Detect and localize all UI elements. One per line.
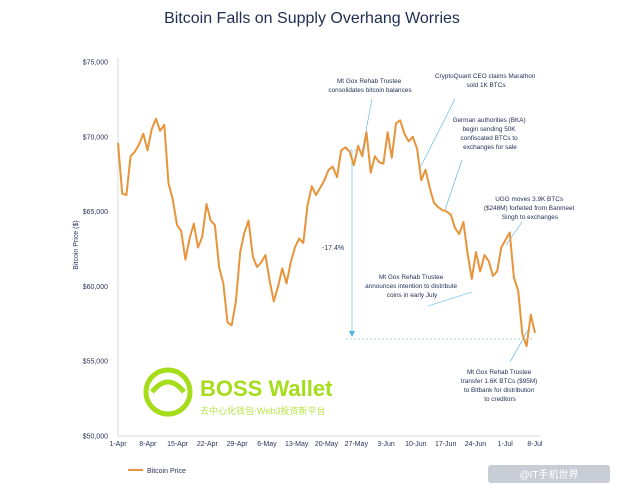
x-tick-labels: 1-Apr 8-Apr 15-Apr 22-Apr 29-Apr 6-May 13-May 2… bbox=[109, 441, 543, 448]
x-tick-label: 29-Apr bbox=[227, 441, 249, 448]
annotation-line: announces intention to distribute bbox=[365, 283, 457, 290]
annotation-line: transfer 1.6K BTCs ($95M) bbox=[461, 378, 537, 385]
annotation-line: ($248M) forfeited from Banmeet bbox=[484, 205, 575, 212]
x-tick-label: 15-Apr bbox=[167, 441, 189, 448]
x-tick-label: 1-Jul bbox=[498, 441, 514, 448]
annotations: Mt Gox Rehab Trustee consolidates bitcoi… bbox=[322, 73, 576, 403]
corner-badge-bg bbox=[488, 465, 610, 483]
y-tick-label: $55,000 bbox=[83, 359, 108, 366]
annotation-line: German authorities (BKA) bbox=[453, 117, 526, 124]
x-tick-label: 22-Apr bbox=[197, 441, 219, 448]
annotation-leader-3 bbox=[444, 159, 463, 211]
annotation-line: UGG moves 3.9K BTCs bbox=[495, 196, 563, 203]
y-tick-label: $65,000 bbox=[83, 209, 108, 216]
corner-mark-text: @IT手机世界 bbox=[519, 468, 578, 481]
annotation-german-bka: German authorities (BKA) begin sending 5… bbox=[453, 117, 528, 151]
bitcoin-price-line bbox=[117, 117, 536, 348]
annotation-mtgox-transfer: Mt Gox Rehab Trustee transfer 1.6K BTCs … bbox=[461, 369, 539, 403]
chart-title: Bitcoin Falls on Supply Overhang Worries bbox=[164, 10, 460, 27]
x-tick-label: 10-Jun bbox=[405, 441, 427, 448]
x-tick-label: 8-Jul bbox=[527, 441, 543, 448]
y-tick-label: $60,000 bbox=[83, 284, 108, 291]
annotation-line: begin sending 50K bbox=[463, 126, 517, 133]
x-tick-label: 13-May bbox=[285, 441, 309, 448]
annotation-leader-2 bbox=[419, 98, 456, 169]
annotation-line: confiscated BTCs to bbox=[461, 135, 519, 142]
legend-label: Bitcoin Price bbox=[147, 468, 186, 475]
annotation-line: Mt Gox Rehab Trustee bbox=[379, 274, 444, 281]
x-tick-label: 24-Jun bbox=[465, 441, 487, 448]
x-tick-label: 17-Jun bbox=[435, 441, 457, 448]
annotation-line: Mt Gox Rehab Trustee bbox=[337, 78, 402, 85]
y-tick-label: $75,000 bbox=[83, 60, 108, 67]
x-tick-label: 27-May bbox=[345, 441, 369, 448]
x-tick-label: 1-Apr bbox=[109, 441, 127, 448]
legend: Bitcoin Price bbox=[128, 468, 186, 475]
y-tick-labels: $75,000 $70,000 $65,000 $60,000 $55,000 $50,0… bbox=[83, 60, 108, 441]
annotation-line: coins in early July bbox=[387, 292, 438, 299]
annotation-line: Mt Gox Rehab Trustee bbox=[467, 369, 532, 376]
annotation-mtgox-announce: Mt Gox Rehab Trustee announces intention… bbox=[365, 274, 459, 299]
x-tick-label: 20-May bbox=[315, 441, 339, 448]
y-axis-label: Bitcoin Price ($) bbox=[73, 220, 80, 269]
drop-arrow-head bbox=[349, 331, 355, 337]
annotation-leader-4 bbox=[505, 221, 523, 246]
boss-wallet-logo-inner bbox=[150, 379, 186, 394]
watermark-title: BOSS Wallet bbox=[200, 376, 333, 401]
boss-wallet-watermark: BOSS Wallet 去中心化钱包·Web3投资新平台 bbox=[143, 367, 333, 417]
annotation-line: Singh to exchanges bbox=[502, 214, 558, 221]
watermark-subtitle: 去中心化钱包·Web3投资新平台 bbox=[200, 405, 325, 416]
annotation-mtgox-consolidate: Mt Gox Rehab Trustee consolidates bitcoi… bbox=[328, 78, 411, 94]
x-tick-label: 6-May bbox=[257, 441, 277, 448]
annotation-cryptoquant: CryptoQuant CEO claims Marathon sold 1K … bbox=[435, 73, 537, 89]
y-tick-label: $70,000 bbox=[83, 134, 108, 141]
annotation-line: sold 1K BTCs bbox=[466, 82, 505, 89]
x-tick-label: 8-Apr bbox=[139, 441, 157, 448]
y-tick-label: $50,000 bbox=[83, 434, 108, 441]
x-tick-label: 3-Jun bbox=[377, 441, 395, 448]
annotation-line: to creditors bbox=[484, 396, 516, 403]
annotation-line: to Bitbank for distribution bbox=[464, 387, 535, 394]
annotation-leader-6 bbox=[509, 329, 529, 363]
corner-badge: @IT手机世界 bbox=[488, 465, 610, 483]
percent-drop-label: -17.4% bbox=[322, 245, 344, 252]
annotation-line: CryptoQuant CEO claims Marathon bbox=[435, 73, 536, 80]
annotation-ugg-moves: UGG moves 3.9K BTCs ($248M) forfeited fr… bbox=[484, 196, 576, 221]
annotation-line: exchanges for sale bbox=[463, 144, 517, 151]
annotation-line: consolidates bitcoin balances bbox=[328, 87, 411, 94]
annotation-leader-5 bbox=[427, 291, 473, 307]
boss-wallet-logo-icon bbox=[143, 367, 193, 417]
